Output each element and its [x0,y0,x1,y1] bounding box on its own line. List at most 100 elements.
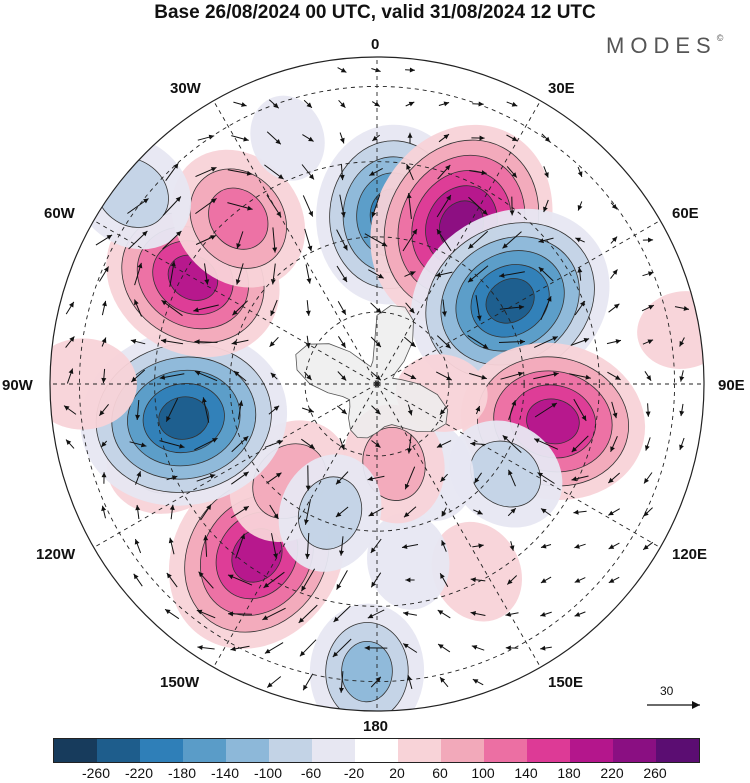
meridian-line [376,100,541,385]
wind-vector-head [612,269,618,275]
wind-vector-head [140,442,147,448]
wind-vector-head [134,539,140,545]
meridian-line [376,383,661,548]
wind-vector-head [509,545,515,551]
label-lon-30e: 30E [548,80,575,97]
wind-vector-head [553,371,559,377]
wind-vector-head [212,438,218,443]
wind-vector-head [305,342,311,349]
colorbar-swatch [398,739,441,762]
wind-vector-head [644,478,649,484]
wind-vector-head [573,509,579,515]
wind-vector-head [339,137,345,144]
colorbar-tick-label: 20 [389,765,405,781]
wind-vector-head [342,276,347,282]
wind-vector-head [608,510,614,516]
wind-vector-head [471,645,478,650]
label-lon-60e: 60E [672,205,699,222]
wind-vector-head [264,648,271,654]
colorbar-swatch [527,739,570,762]
wind-vector-head [443,101,450,107]
wind-vector-head [608,544,615,549]
label-lon-150w: 150W [160,674,200,691]
wind-vector-head [499,273,505,278]
wind-vector-head [69,336,75,342]
wind-vector-head [308,136,314,142]
wind-vector-head [648,271,654,277]
colorbar-swatch [441,739,484,762]
wind-vector-head [643,544,649,550]
wind-vector-head [137,262,143,269]
wind-vector-head [540,578,547,583]
wind-vector-head [648,305,654,310]
wind-vector-head [270,310,275,316]
wind-vector-head [440,476,446,482]
wind-vector-head [571,476,577,482]
wind-vector-head [611,236,618,242]
wind-vector-head [502,243,508,249]
wind-vector-head [511,136,518,141]
wind-vector-head [615,339,621,344]
wind-vector-head [298,617,305,623]
wind-vectors [63,67,690,693]
wind-vector-head [228,574,234,580]
wind-vector-head [409,307,415,314]
wind-vector-head [508,469,513,476]
latitude-circle [304,311,450,457]
wind-vector-head [101,505,107,512]
wind-vector-head [102,300,107,307]
anomaly-contour [297,476,363,550]
label-lon-0: 0 [371,36,380,53]
wind-vector-head [446,195,451,201]
colorbar-tick-label: -140 [210,765,240,781]
meridian-line [93,383,378,548]
wind-vector-head [648,237,654,243]
wind-vector-head [608,578,615,583]
colorbar-tick-label: -100 [253,765,283,781]
meridian-line [93,220,378,385]
wind-vector-head [441,540,446,546]
wind-vector-head [64,405,70,411]
wind-vector-head [375,341,381,347]
wind-vector-head [342,244,348,251]
wind-vector-head [477,509,483,515]
wind-vector-head [267,682,273,688]
anomaly-contour [470,440,541,508]
wind-vector-head [204,279,210,285]
wind-vector-head [66,439,72,445]
wind-vector-head [166,416,171,422]
wind-vector-head [273,513,279,519]
wind-vector-head [198,571,204,578]
anomaly-contour [208,187,269,250]
wind-vector-head [336,584,342,590]
wind-vector-head [482,343,489,349]
wind-vector-head [540,612,546,617]
wind-vector-head [574,578,581,583]
wind-vector-head [511,101,518,107]
wind-vector-head [340,444,345,450]
wind-vector-head [445,165,451,171]
wind-vector-head [340,342,346,348]
wind-vector-head [206,504,212,510]
wind-vector-head [577,267,583,273]
wind-vector-head [505,645,511,651]
wind-vector-head [518,304,525,310]
wind-vector-head [101,377,107,384]
wind-vector-head [482,209,488,215]
wind-vector-head [246,170,253,176]
wind-vector-head [210,235,216,240]
brand-mark: © [716,33,724,43]
label-lon-30w: 30W [170,80,201,97]
wind-vector-head [273,103,279,109]
wind-vector-head [173,163,179,169]
wind-vector-head [679,410,685,417]
south-pole-marker [374,381,380,387]
wind-vector-head [336,479,342,485]
wind-vector-head [375,442,381,448]
label-lon-60w: 60W [44,205,75,222]
colorbar-tick-label: -180 [167,765,197,781]
wind-vector-head [407,675,412,681]
wind-vector-head [541,508,547,514]
wind-vector-head [446,375,452,381]
wind-vector-head [585,374,591,380]
